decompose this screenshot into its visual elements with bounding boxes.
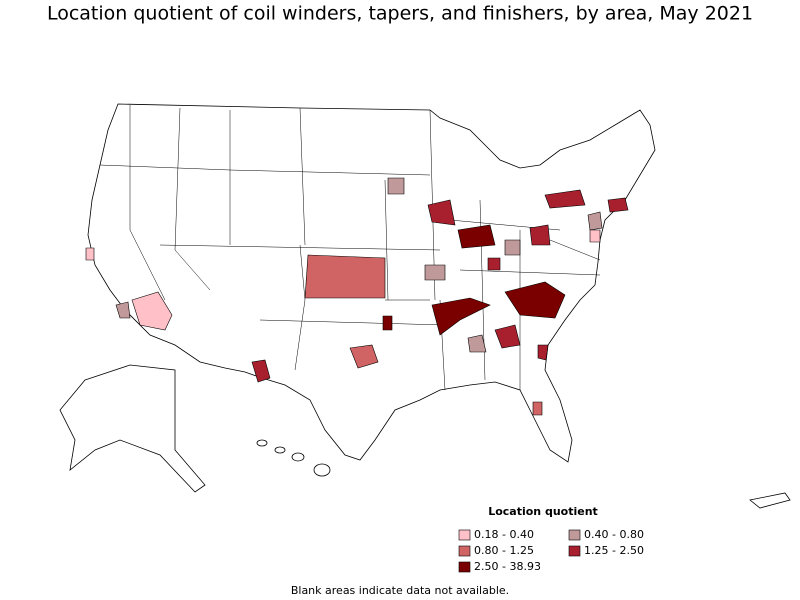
- area-region: [607, 197, 629, 213]
- area-region: [457, 224, 496, 249]
- legend-swatch: [458, 545, 471, 557]
- area-region: [537, 344, 549, 361]
- area-region: [387, 177, 405, 195]
- area-region: [251, 359, 271, 383]
- area-region: [589, 229, 601, 243]
- area-region: [431, 297, 491, 336]
- footnote: Blank areas indicate data not available.: [291, 584, 509, 597]
- area-region: [532, 401, 543, 416]
- area-region: [467, 334, 487, 353]
- legend-label: 2.50 - 38.93: [474, 560, 541, 573]
- legend-label: 1.25 - 2.50: [584, 544, 644, 557]
- legend-label: 0.40 - 0.80: [584, 528, 644, 541]
- area-region: [304, 254, 386, 299]
- puerto-rico: [749, 492, 791, 509]
- legend-swatch: [458, 529, 471, 541]
- area-region: [504, 239, 521, 256]
- area-region: [424, 264, 446, 281]
- area-region: [587, 211, 603, 231]
- area-region: [544, 189, 586, 209]
- area-region: [131, 291, 173, 331]
- area-region: [85, 247, 95, 261]
- legend-swatch: [568, 545, 581, 557]
- legend-swatch: [568, 529, 581, 541]
- alaska: [59, 364, 206, 493]
- area-region: [504, 281, 566, 319]
- legend: 0.18 - 0.40 0.40 - 0.80 0.80 - 1.25 1.25 - …: [458, 528, 644, 573]
- legend-swatch: [458, 561, 471, 573]
- area-region: [487, 257, 501, 271]
- legend-title: Location quotient: [488, 505, 598, 518]
- legend-label: 0.80 - 1.25: [474, 544, 534, 557]
- hawaii: [256, 439, 331, 477]
- area-region: [494, 324, 521, 349]
- area-region: [382, 315, 393, 331]
- area-region: [427, 199, 456, 226]
- legend-label: 0.18 - 0.40: [474, 528, 534, 541]
- area-region: [349, 344, 379, 369]
- area-region: [115, 301, 131, 319]
- area-region: [529, 224, 551, 246]
- map-title: Location quotient of coil winders, taper…: [47, 3, 753, 25]
